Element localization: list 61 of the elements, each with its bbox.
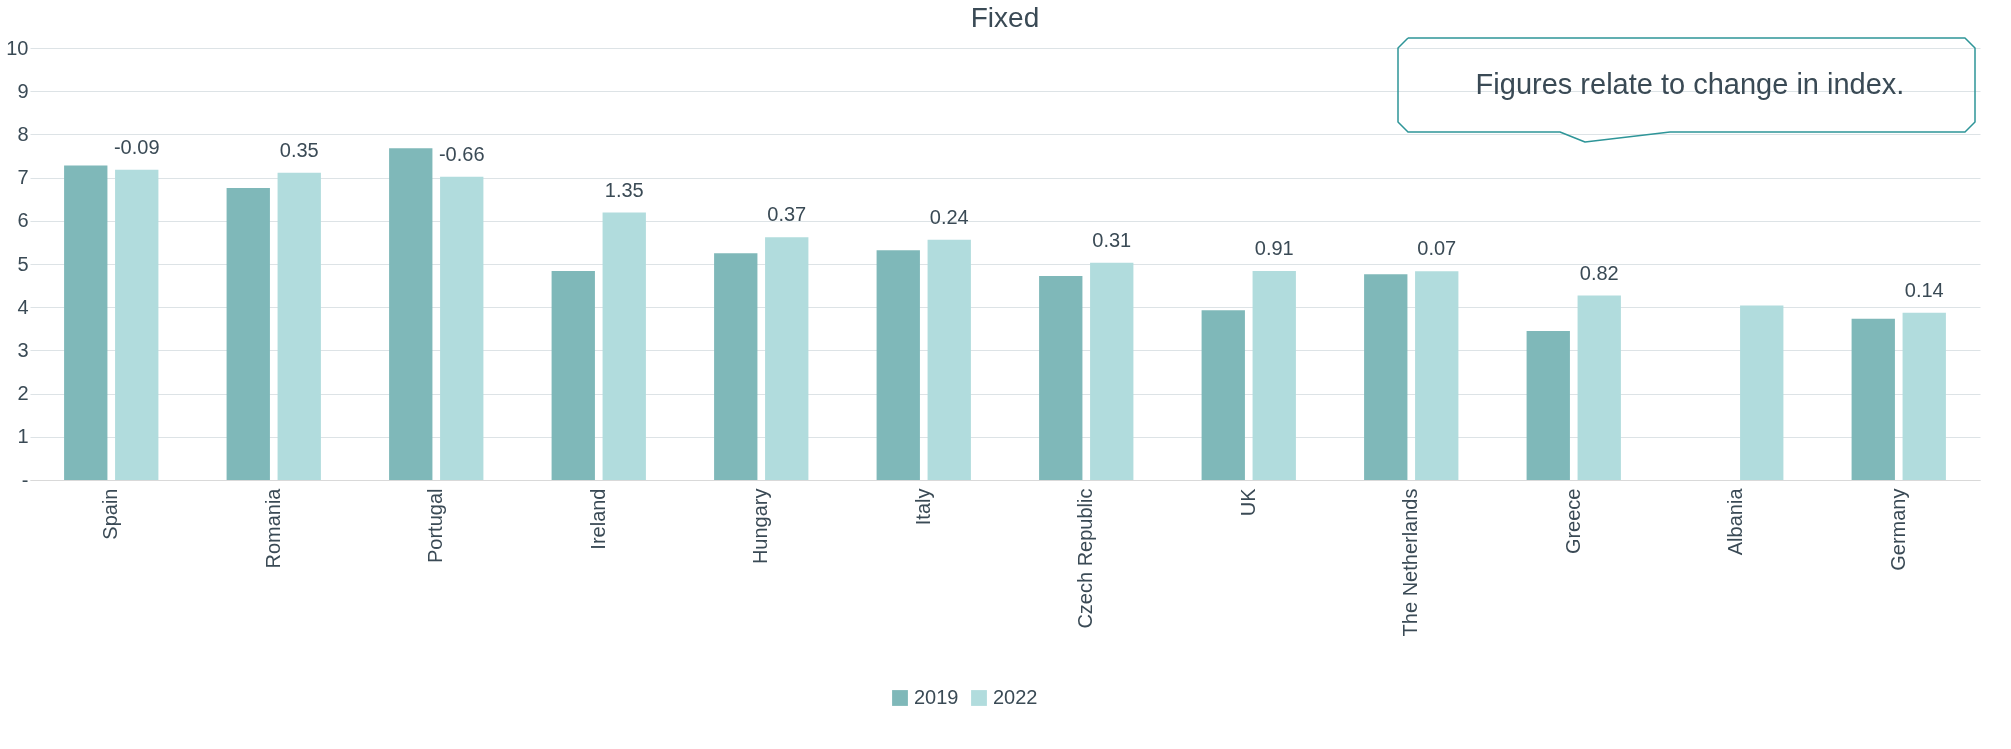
annotation: 1.35 bbox=[604, 178, 644, 201]
x-tick-label: Italy bbox=[911, 488, 934, 526]
annotation: 0.37 bbox=[767, 203, 807, 226]
annotation: 0.82 bbox=[1579, 261, 1619, 284]
bar bbox=[1415, 271, 1459, 480]
bar bbox=[440, 176, 484, 480]
bar bbox=[1364, 274, 1408, 480]
x-tick-label: Germany bbox=[1886, 488, 1909, 571]
y-tick-label: 9 bbox=[17, 79, 29, 102]
y-tick-label: 6 bbox=[17, 209, 29, 232]
annotation: Figures relate to change in index. bbox=[1475, 68, 1905, 100]
x-tick-label: UK bbox=[1236, 487, 1259, 517]
x-tick-label: Albania bbox=[1724, 487, 1747, 556]
x-tick-label: The Netherlands bbox=[1399, 488, 1422, 637]
y-tick-label: 1 bbox=[17, 425, 29, 448]
x-tick-label: Portugal bbox=[424, 488, 447, 563]
bar bbox=[1090, 262, 1134, 480]
bar bbox=[602, 212, 646, 480]
annotation: 0.35 bbox=[279, 138, 319, 161]
bar bbox=[64, 165, 108, 480]
x-tick-label: Greece bbox=[1561, 488, 1584, 555]
bar bbox=[226, 187, 270, 480]
bar bbox=[1851, 318, 1895, 480]
chart-title: Fixed bbox=[970, 2, 1040, 34]
bar bbox=[277, 172, 321, 480]
x-tick-label: Czech Republic bbox=[1074, 488, 1097, 629]
annotation: 0.14 bbox=[1904, 278, 1944, 301]
x-tick-label: Romania bbox=[261, 487, 284, 569]
bar bbox=[765, 237, 809, 480]
bar bbox=[389, 148, 433, 480]
bar bbox=[1740, 305, 1784, 480]
bar bbox=[1201, 310, 1245, 480]
bar bbox=[1526, 330, 1570, 480]
bar bbox=[1039, 276, 1083, 480]
bar bbox=[1252, 270, 1296, 480]
legend-label: 2022 bbox=[993, 686, 1038, 708]
annotation: 0.07 bbox=[1417, 237, 1457, 260]
bar bbox=[714, 253, 758, 480]
bar bbox=[115, 169, 159, 480]
bar bbox=[927, 239, 971, 480]
bar bbox=[876, 250, 920, 480]
annotation: 0.31 bbox=[1092, 228, 1132, 251]
y-tick-label: 3 bbox=[17, 338, 29, 361]
y-tick-label: 2 bbox=[17, 382, 29, 405]
annotation: -0.66 bbox=[438, 142, 485, 165]
x-tick-label: Spain bbox=[99, 488, 122, 540]
x-tick-label: Hungary bbox=[749, 488, 772, 565]
y-tick-label: 4 bbox=[17, 295, 29, 318]
y-tick-label: 7 bbox=[17, 166, 29, 189]
bar bbox=[1577, 295, 1621, 480]
annotation: -0.09 bbox=[113, 135, 160, 158]
bar bbox=[551, 270, 595, 480]
x-tick-label: Ireland bbox=[586, 488, 609, 550]
y-tick-label: - bbox=[21, 468, 29, 491]
legend-label: 2019 bbox=[914, 686, 959, 708]
y-tick-label: 8 bbox=[17, 122, 29, 145]
y-tick-label: 5 bbox=[17, 252, 29, 275]
y-tick-label: 10 bbox=[6, 36, 29, 59]
bar bbox=[1902, 312, 1946, 480]
annotation: 0.24 bbox=[929, 205, 969, 228]
annotation: 0.91 bbox=[1254, 236, 1294, 259]
